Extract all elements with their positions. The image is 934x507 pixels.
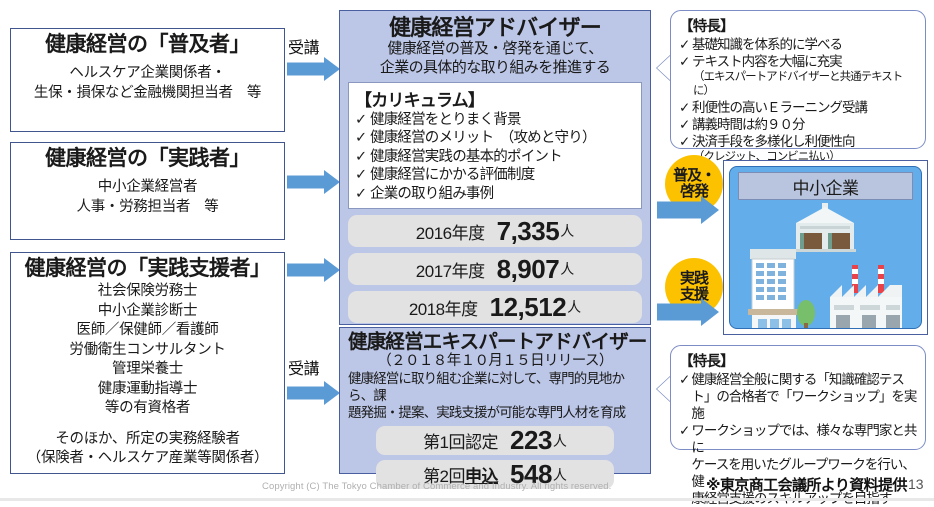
feature-callout-bottom-title: 【特長】 [679,354,735,370]
feature-item: ✓ 利便性の高いＥラーニング受講 [679,99,868,115]
feature-item: ✓ 基礎知識を体系的に学べる [679,37,843,52]
role-box-support-practitioner[interactable]: 健康経営の「実践支援者」 社会保険労務士 中小企業診断士 医師／保健師／看護師 … [10,252,285,474]
expert-stat-label: 第2回申込 [423,467,499,487]
arrow-expert-to-sme [657,298,719,326]
curriculum-item: ✓ 健康経営実践の基本的ポイント [355,148,563,165]
advisor-panel-subtitle: 健康経営の普及・啓発を通じて、 企業の具体的な取り組みを推進する [379,40,611,76]
arrow-supporter-to-advisor [287,258,340,282]
expert-panel-title: 健康経営エキスパートアドバイザー [348,331,647,353]
office-building-icon [748,249,800,328]
advisor-stat-label: 2018年度 [408,299,478,319]
jukou-label-bottom: 受講 [288,361,320,378]
expert-stat-unit: 人 [552,466,567,483]
feature-item: ✓ 講義時間は約９０分 [679,116,805,132]
check-icon: ✓ [679,372,690,387]
feature-item: ✓ ワークショップでは、様々な専門家と共に ケースを用いたグループワークを行い、… [679,422,918,507]
expert-stat-unit: 人 [552,432,567,449]
bottom-divider [0,498,934,501]
curriculum-item: ✓ 健康経営のメリット （攻めと守り） [355,130,596,147]
feature-callout-bottom[interactable]: 【特長】 ✓ 健康経営全般に関する「知識確認テス ト」の合格者で「ワークショップ… [670,345,926,506]
advisor-stat-unit: 人 [567,299,582,316]
feature-callout-top-title: 【特長】 [679,19,735,35]
advisor-stat-unit: 人 [560,223,575,240]
role-box-promoter-body: ヘルスケア企業関係者・ 生保・損保など金融機関担当者 等 [33,65,262,101]
feature-callout-top[interactable]: 【特長】 ✓ 基礎知識を体系的に学べる ✓ テキスト内容を大幅に充実 （エキスパート… [670,10,926,163]
role-box-support-practitioner-title: 健康経営の「実践支援者」 [24,257,272,280]
check-icon: ✓ [679,423,690,438]
expert-stat-row: 第2回申込 548 人 [376,459,614,490]
copyright-text: Copyright (C) The Tokyo Chamber of Comme… [262,481,612,492]
check-icon: ✓ [679,37,690,52]
curriculum-item: ✓ 企業の取り組み事例 [355,185,494,202]
warehouse-icon [794,203,856,252]
check-icon: ✓ [355,111,367,128]
callout-pointer-bottom [657,376,671,402]
expert-stat-row: 第1回認定 223 人 [376,425,614,456]
sme-box-header: 中小企業 [738,172,913,200]
curriculum-item: ✓ 健康経営をとりまく背景 [355,111,522,128]
check-icon: ✓ [355,130,367,147]
expert-stat-number: 223 [510,425,552,456]
check-icon: ✓ [679,99,690,115]
advisor-stat-unit: 人 [560,261,575,278]
role-box-practitioner-body: 中小企業経営者 人事・労務担当者 等 [76,179,219,215]
advisor-stat-row: 2018年度 12,512 人 [348,291,642,324]
expert-stat-number: 548 [510,459,552,490]
advisor-stat-label: 2017年度 [415,261,485,281]
feature-item: ✓ テキスト内容を大幅に充実 [679,54,843,69]
advisor-stat-number: 12,512 [489,291,567,322]
advisor-stat-number: 7,335 [496,215,560,246]
role-box-practitioner-title: 健康経営の「実践者」 [45,147,251,170]
feature-item: ✓ 健康経営全般に関する「知識確認テス ト」の合格者で「ワークショップ」を実施 [679,372,917,421]
role-box-practitioner[interactable]: 健康経営の「実践者」 中小企業経営者 人事・労務担当者 等 [10,142,285,240]
advisor-panel-title: 健康経営アドバイザー [388,15,602,40]
advisor-panel[interactable]: 健康経営アドバイザー 健康経営の普及・啓発を通じて、 企業の具体的な取り組みを推… [339,10,651,325]
tree-icon [797,300,815,328]
expert-panel-release: （２０１８年１０月１５日リリース） [377,353,613,370]
advisor-stat-row: 2017年度 8,907 人 [348,253,642,286]
source-note: ※東京商工会議所より資料提供 [706,477,907,494]
expert-panel[interactable]: 健康経営エキスパートアドバイザー （２０１８年１０月１５日リリース） 健康経営に… [339,327,651,490]
curriculum-item: ✓ 健康経営にかかる評価制度 [355,167,535,184]
advisor-stat-row: 2016年度 7,335 人 [348,215,642,248]
page-number: 13 [908,476,924,492]
arrow-advisor-to-sme [657,196,719,224]
curriculum-title: 【カリキュラム】 [355,90,485,110]
arrow-practitioner-to-advisor [287,170,340,194]
badge-promotion-line1: 普及・ [672,167,716,185]
jukou-label-top: 受講 [288,40,320,57]
advisor-stat-number: 8,907 [496,253,560,284]
check-icon: ✓ [355,148,367,165]
expert-stat-label: 第1回認定 [423,433,499,453]
role-box-support-practitioner-body: 社会保険労務士 中小企業診断士 医師／保健師／看護師 労働衛生コンサルタント 管… [26,282,269,467]
expert-panel-description: 健康経営に取り組む企業に対して、専門的見地から、課 題発掘・提案、実践支援が可能… [348,370,626,420]
sme-box[interactable]: 中小企業 [723,160,928,335]
callout-pointer-top [657,55,671,81]
badge-support-line1: 実践 [679,270,709,288]
feature-item-sub: （クレジット、コンビニ払い） [693,150,841,163]
check-icon: ✓ [679,54,690,69]
check-icon: ✓ [355,185,367,202]
badge-promotion-line2: 啓発 [679,183,709,200]
check-icon: ✓ [679,133,690,149]
role-box-promoter-title: 健康経営の「普及者」 [45,33,251,56]
check-icon: ✓ [679,116,690,132]
check-icon: ✓ [355,167,367,184]
feature-item: ✓ 決済手段を多様化し利便性向 [679,133,855,149]
curriculum-card: 【カリキュラム】 ✓ 健康経営をとりまく背景 ✓ 健康経営のメリット （攻めと守り）… [348,81,642,210]
sme-illustration-area: 中小企業 [729,166,922,329]
arrow-promoter-to-advisor [287,57,340,81]
sme-buildings-illustration [748,203,902,328]
role-box-promoter[interactable]: 健康経営の「普及者」 ヘルスケア企業関係者・ 生保・損保など金融機関担当者 等 [10,28,285,132]
arrow-supporter-to-expert [287,381,340,405]
feature-item-sub: （エキスパートアドバイザーと共通テキスト に） [693,71,903,98]
advisor-stat-label: 2016年度 [415,223,485,243]
factory-icon [830,265,902,328]
